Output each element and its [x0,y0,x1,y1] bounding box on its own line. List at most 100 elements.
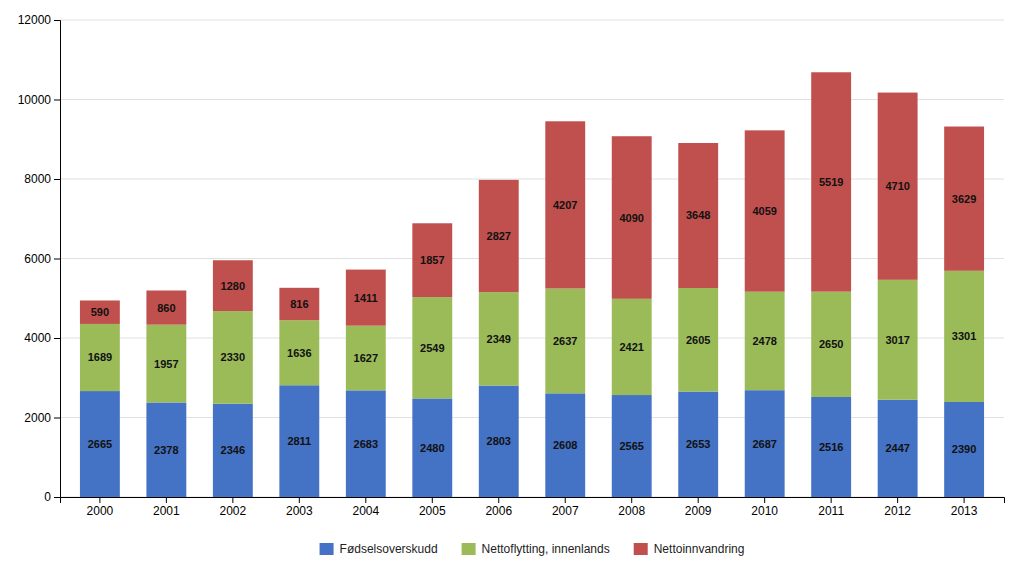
tick-mark [432,497,433,503]
tick-mark [54,20,60,21]
tick: 2003 [286,497,313,518]
data-label: 2480 [420,442,444,454]
data-label: 2605 [686,334,710,346]
bar [944,402,984,497]
y-axis: 020004000600080001000012000 [18,13,61,504]
data-label: 5519 [819,176,843,188]
tick-mark [299,497,300,503]
axis-line [61,498,1005,504]
data-label: 4090 [619,212,643,224]
data-label: 2608 [553,439,577,451]
tick-label: 0 [44,490,51,504]
bar [612,395,652,497]
bar [412,398,452,497]
data-label: 2637 [553,335,577,347]
bar [279,288,319,320]
grid-line [60,99,1004,100]
tick-mark [166,497,167,503]
bar [479,180,519,292]
legend-label: Nettoinnvandring [654,542,745,556]
bar [878,400,918,497]
data-label: 1857 [420,254,444,266]
plot: 2665237823462811268324802803260825652653… [18,13,1005,517]
data-label: 3629 [952,193,976,205]
tick: 2001 [153,497,180,518]
tick: 2006 [485,497,512,518]
bar [213,311,253,404]
bar [146,325,186,403]
tick: 2007 [552,497,579,518]
tick-label: 2005 [419,504,446,518]
tick-mark [54,100,60,101]
tick: 2002 [219,497,246,518]
tick-label: 12000 [18,13,52,27]
bar [346,390,386,497]
tick: 2013 [951,497,978,518]
tick: 8000 [24,172,60,186]
tick: 2000 [87,497,114,518]
data-label: 2330 [221,351,245,363]
axis-line [54,21,61,498]
bar [412,297,452,398]
tick-label: 2003 [286,504,313,518]
grid-line [60,417,1004,418]
legend-label: Nettoflytting, innenlands [482,542,610,556]
tick-mark [365,497,366,503]
tick: 2008 [618,497,645,518]
tick-label: 2013 [951,504,978,518]
bar [678,143,718,288]
data-label: 1689 [88,351,112,363]
bar [745,390,785,497]
tick: 2005 [419,497,446,518]
bar [279,320,319,385]
bar [811,397,851,497]
tick-mark [764,497,765,503]
data-label: 2687 [752,438,776,450]
data-label: 2378 [154,444,178,456]
data-label: 1636 [287,347,311,359]
tick-mark [964,497,965,503]
data-label: 4059 [752,205,776,217]
tick-mark [99,497,100,503]
data-label: 2549 [420,342,444,354]
bar [878,93,918,280]
tick-label: 10000 [18,93,52,107]
legend-item: Nettoflytting, innenlands [462,542,610,556]
bar [545,121,585,288]
legend-swatch [320,543,334,555]
data-label: 4207 [553,199,577,211]
tick: 0 [44,490,60,504]
tick-mark [698,497,699,503]
tick-label: 2000 [24,411,51,425]
tick-label: 2001 [153,504,180,518]
grid [60,20,1004,497]
tick: 12000 [18,13,60,27]
bar [745,130,785,291]
tick-label: 2000 [87,504,114,518]
data-label: 590 [91,306,109,318]
data-labels: 2665237823462811268324802803260825652653… [88,176,977,456]
bar [612,299,652,395]
legend-label: Fødselsoverskudd [340,542,438,556]
tick-mark [54,338,60,339]
tick-label: 2009 [685,504,712,518]
tick: 2011 [818,497,844,518]
series [80,72,984,325]
legend-swatch [462,543,476,555]
tick-label: 6000 [24,252,51,266]
bar [80,391,120,497]
bar [479,292,519,385]
data-label: 1411 [354,292,378,304]
data-label: 2827 [487,230,511,242]
data-label: 2803 [487,435,511,447]
tick-label: 2008 [618,504,645,518]
tick-mark [498,497,499,503]
bar [346,270,386,326]
data-label: 2390 [952,443,976,455]
tick: 6000 [24,252,60,266]
bar [878,280,918,400]
bar [745,292,785,391]
data-label: 1957 [154,358,178,370]
bar [146,290,186,324]
data-label: 860 [157,302,175,314]
